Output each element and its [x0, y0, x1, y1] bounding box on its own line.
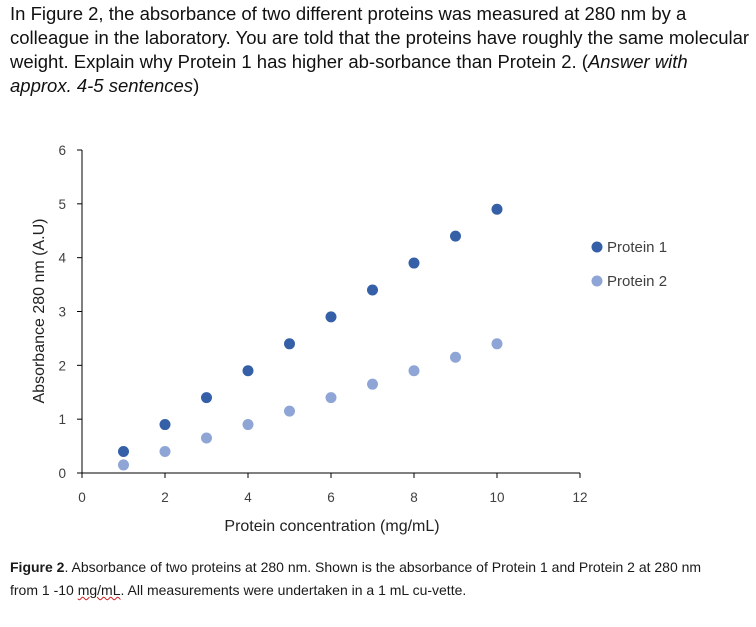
chart-axes	[77, 149, 581, 478]
caption-text-before: . Absorbance of two proteins at 280 nm. …	[10, 559, 702, 598]
x-tick-label: 2	[161, 490, 169, 505]
legend-marker	[591, 241, 603, 253]
y-tick-label: 3	[58, 305, 66, 320]
y-tick-label: 6	[58, 143, 66, 158]
question-body: In Figure 2, the absorbance of two diffe…	[10, 3, 750, 72]
legend-marker	[591, 275, 603, 287]
legend-label: Protein 2	[607, 273, 667, 290]
caption-unit: mg/mL	[77, 582, 121, 598]
point-protein-2	[450, 351, 461, 363]
point-protein-1	[284, 338, 295, 350]
point-protein-1	[159, 419, 171, 431]
point-protein-2	[118, 459, 129, 471]
y-tick-label: 4	[58, 251, 66, 266]
point-protein-1	[450, 230, 461, 242]
point-protein-2	[201, 432, 212, 444]
x-axis-title: Protein concentration (mg/mL)	[224, 518, 439, 535]
chart-points	[118, 203, 503, 471]
point-protein-2	[491, 338, 503, 350]
point-protein-1	[242, 365, 254, 377]
point-protein-1	[201, 392, 212, 404]
y-tick-label: 1	[58, 412, 66, 427]
y-tick-label: 5	[58, 197, 66, 212]
question-close: )	[193, 75, 200, 96]
caption-label: Figure 2	[10, 559, 65, 575]
x-tick-label: 0	[78, 490, 86, 505]
x-tick-label: 4	[244, 490, 252, 505]
question-emphasis: Answer with approx. 4-5 sentences	[10, 51, 688, 96]
point-protein-2	[325, 392, 337, 404]
point-protein-1	[408, 257, 420, 269]
point-protein-2	[159, 445, 171, 457]
y-tick-label: 2	[58, 358, 66, 373]
x-tick-label: 10	[489, 490, 504, 505]
x-tick-label: 8	[410, 490, 418, 505]
point-protein-2	[284, 405, 295, 417]
legend-label: Protein 1	[607, 239, 667, 256]
y-axis-title: Absorbance 280 nm (A.U)	[31, 219, 48, 404]
point-protein-1	[367, 284, 378, 296]
point-protein-1	[118, 445, 129, 457]
x-tick-label: 6	[327, 490, 335, 505]
question-text: In Figure 2, the absorbance of two diffe…	[10, 2, 750, 98]
figure-caption: Figure 2. Absorbance of two proteins at …	[10, 556, 710, 602]
chart-legend: Protein 1 Protein 2	[591, 239, 667, 290]
point-protein-2	[242, 419, 254, 431]
point-protein-2	[408, 365, 420, 377]
x-tick-label: 12	[572, 490, 587, 505]
caption-text-after: . All measurements were undertaken in a …	[120, 582, 467, 598]
point-protein-1	[325, 311, 337, 323]
y-tick-label: 0	[58, 466, 66, 481]
point-protein-2	[367, 378, 378, 390]
point-protein-1	[491, 203, 503, 215]
